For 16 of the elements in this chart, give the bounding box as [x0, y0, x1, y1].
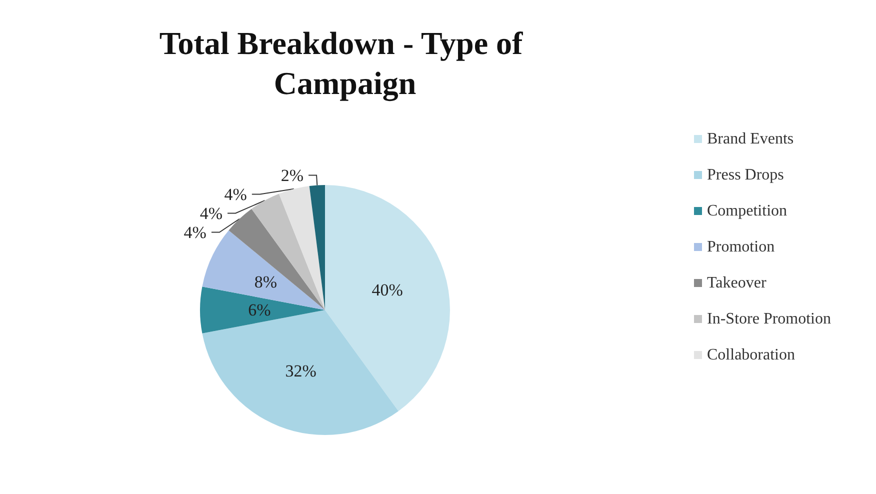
data-label: 4% — [200, 204, 223, 223]
data-label: 6% — [248, 300, 271, 320]
legend-label: Takeover — [707, 274, 767, 292]
chart-title: Total Breakdown - Type of Campaign — [159, 25, 531, 102]
legend-label: Press Drops — [707, 166, 784, 184]
data-label: 8% — [254, 272, 278, 292]
data-label: 32% — [285, 361, 316, 380]
data-label: 4% — [224, 184, 247, 204]
legend-label: Promotion — [707, 238, 775, 256]
legend-label: In-Store Promotion — [707, 310, 832, 328]
legend-label: Collaboration — [707, 346, 795, 364]
data-label: 40% — [372, 280, 403, 300]
data-label: 2% — [280, 166, 304, 185]
legend-label: Brand Events — [707, 130, 794, 148]
data-label: 4% — [184, 222, 206, 242]
legend-label: Competition — [707, 202, 788, 220]
